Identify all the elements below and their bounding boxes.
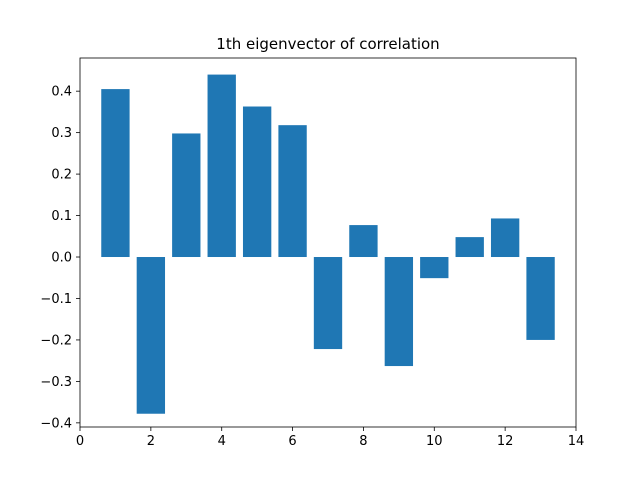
bar-10 [420,257,449,279]
x-axis: 0 2 4 6 8 10 12 14 [76,427,584,449]
bar-1 [101,89,130,258]
y-tick-label: −0.1 [40,292,72,307]
bar-12 [490,218,520,258]
axes-frame [79,57,577,428]
y-tick-label: −0.2 [40,333,72,348]
bar-2 [136,257,166,414]
y-tick-label: −0.4 [40,416,72,431]
bar-11 [455,237,484,258]
x-tick-label: 8 [359,434,367,449]
y-tick-label: 0.1 [51,209,72,224]
bars-group [101,74,555,414]
y-axis: −0.4 −0.3 −0.2 −0.1 0.0 0.1 0.2 0.3 0.4 [40,85,80,431]
bar-9 [384,257,414,367]
x-tick-label: 6 [288,434,296,449]
bar-8 [349,225,378,258]
x-tick-label: 2 [147,434,155,449]
x-tick-label: 12 [497,434,514,449]
bar-3 [172,133,201,258]
bar-13 [526,257,555,340]
x-tick-label: 4 [218,434,226,449]
bar-5 [242,106,272,258]
x-tick-label: 10 [426,434,443,449]
x-tick-label: 14 [568,434,585,449]
y-tick-label: 0.0 [51,251,72,266]
y-tick-label: 0.2 [51,168,72,183]
chart-title: 1th eigenvector of correlation [216,35,439,53]
bar-7 [313,257,343,350]
y-tick-label: 0.4 [51,85,72,100]
bar-6 [278,125,307,258]
y-tick-label: −0.3 [40,375,72,390]
bar-4 [207,74,236,258]
x-tick-label: 0 [76,434,84,449]
y-tick-label: 0.3 [51,126,72,141]
